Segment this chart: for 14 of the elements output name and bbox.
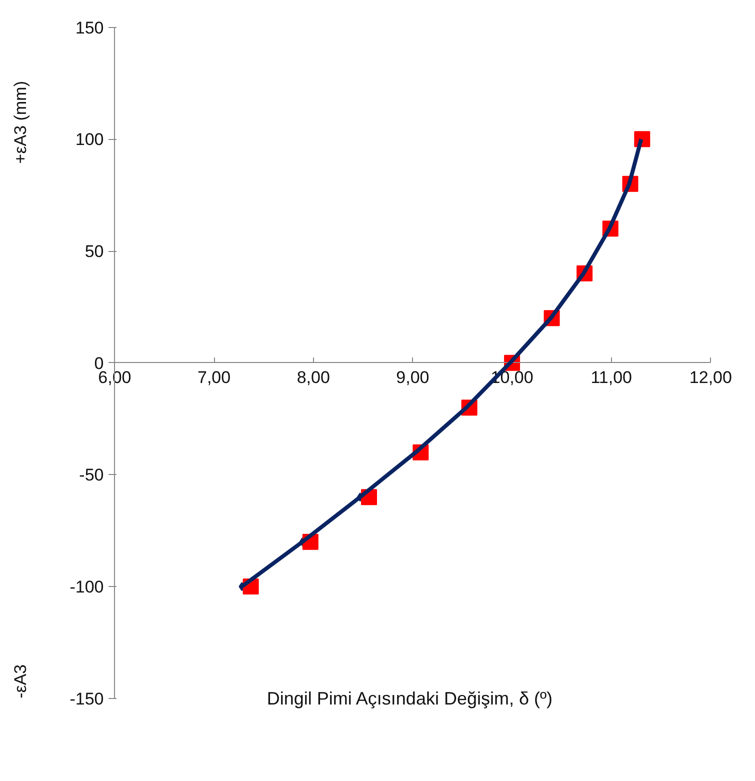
y-tick-label: 100 bbox=[75, 130, 104, 150]
y-tick-label: -150 bbox=[70, 689, 104, 708]
y-tick-label: -50 bbox=[79, 466, 104, 485]
x-tick-label: 7,00 bbox=[198, 368, 231, 387]
x-tick-label: 12,00 bbox=[689, 368, 732, 387]
x-tick-label: 8,00 bbox=[296, 368, 330, 387]
y-axis-title: +εA3 (mm) bbox=[10, 81, 30, 164]
y-tick-label: 150 bbox=[75, 18, 104, 38]
x-axis-title: Dingil Pimi Açısındaki Değişim, δ (º) bbox=[266, 688, 553, 708]
text: -εA3 bbox=[10, 664, 30, 698]
x-tick-label: 9,00 bbox=[396, 368, 430, 387]
y-tick-label: 50 bbox=[84, 242, 104, 262]
x-tick-label: 11,00 bbox=[590, 368, 632, 387]
y-tick-label: -100 bbox=[70, 578, 104, 597]
